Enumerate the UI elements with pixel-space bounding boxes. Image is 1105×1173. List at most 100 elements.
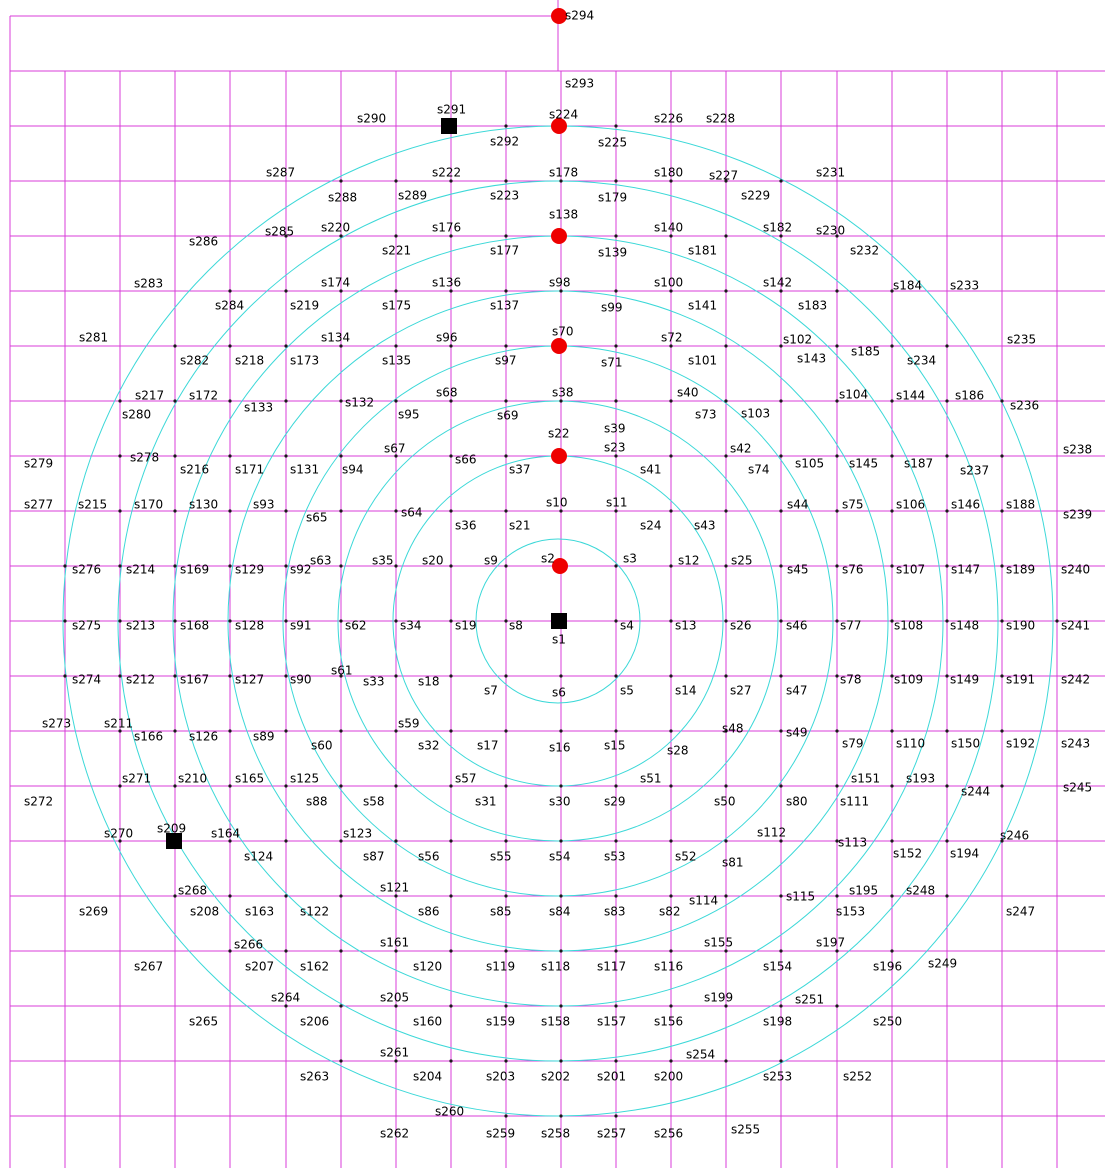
- node-label-s35: s35: [372, 554, 394, 568]
- grid-node: [724, 234, 728, 238]
- grid-node: [1000, 619, 1004, 623]
- grid-node: [614, 894, 618, 898]
- grid-node: [614, 124, 618, 128]
- node-label-s290: s290: [357, 112, 386, 126]
- node-label-s232: s232: [850, 244, 879, 258]
- node-label-s30: s30: [549, 795, 571, 809]
- grid-nodes: [63, 124, 1059, 1118]
- grid-node: [228, 564, 232, 568]
- node-label-s193: s193: [906, 772, 935, 786]
- node-label-s118: s118: [541, 960, 570, 974]
- node-label-s273: s273: [42, 717, 71, 731]
- node-label-s161: s161: [380, 936, 409, 950]
- grid-node: [835, 839, 839, 843]
- grid-node: [779, 1059, 783, 1063]
- grid-node: [118, 729, 122, 733]
- node-label-s135: s135: [382, 354, 411, 368]
- node-label-s91: s91: [290, 619, 312, 633]
- grid-node: [1000, 564, 1004, 568]
- grid-node: [890, 839, 894, 843]
- grid-node: [559, 1059, 563, 1063]
- node-label-s155: s155: [704, 936, 733, 950]
- grid-node: [559, 1114, 563, 1118]
- grid-node: [504, 1059, 508, 1063]
- node-label-s60: s60: [311, 739, 333, 753]
- grid-node: [1000, 729, 1004, 733]
- node-label-s50: s50: [714, 795, 736, 809]
- grid-node: [559, 674, 563, 678]
- node-label-s148: s148: [950, 619, 979, 633]
- node-label-s242: s242: [1061, 673, 1090, 687]
- node-label-s56: s56: [418, 850, 440, 864]
- node-label-s228: s228: [706, 112, 735, 126]
- grid-node: [284, 234, 288, 238]
- node-label-s190: s190: [1006, 619, 1035, 633]
- node-label-s184: s184: [893, 279, 922, 293]
- node-label-s32: s32: [418, 739, 440, 753]
- node-label-s157: s157: [597, 1015, 626, 1029]
- grid-node: [669, 454, 673, 458]
- grid-node: [449, 1059, 453, 1063]
- grid-node: [945, 894, 949, 898]
- red-marker-s224: [551, 118, 567, 134]
- grid-node: [835, 234, 839, 238]
- node-label-s151: s151: [851, 772, 880, 786]
- node-label-s240: s240: [1061, 563, 1090, 577]
- node-label-s166: s166: [134, 730, 163, 744]
- node-label-s64: s64: [401, 506, 423, 520]
- node-label-s275: s275: [72, 619, 101, 633]
- grid-node: [779, 784, 783, 788]
- grid-node: [614, 1114, 618, 1118]
- grid-node: [339, 619, 343, 623]
- node-label-s74: s74: [748, 463, 770, 477]
- grid-node: [835, 344, 839, 348]
- grid-node: [614, 509, 618, 513]
- node-label-s90: s90: [290, 673, 312, 687]
- grid-node: [228, 729, 232, 733]
- grid-node: [504, 784, 508, 788]
- node-label-s19: s19: [455, 619, 477, 633]
- grid-node: [504, 839, 508, 843]
- node-label-s176: s176: [432, 221, 461, 235]
- node-label-s49: s49: [786, 726, 808, 740]
- node-label-s247: s247: [1006, 905, 1035, 919]
- grid-node: [504, 949, 508, 953]
- grid-node: [945, 564, 949, 568]
- node-label-s128: s128: [235, 619, 264, 633]
- node-label-s214: s214: [126, 563, 155, 577]
- node-label-s288: s288: [328, 191, 357, 205]
- node-label-s21: s21: [509, 519, 531, 533]
- grid-node: [1000, 784, 1004, 788]
- grid-node: [835, 564, 839, 568]
- node-label-s122: s122: [300, 905, 329, 919]
- grid-node: [724, 1059, 728, 1063]
- black-marker-s209: [166, 833, 182, 849]
- node-label-s139: s139: [598, 246, 627, 260]
- grid-node: [559, 894, 563, 898]
- node-label-s235: s235: [1007, 333, 1036, 347]
- grid-node: [669, 564, 673, 568]
- node-label-s179: s179: [598, 191, 627, 205]
- grid-node: [669, 1004, 673, 1008]
- grid-node: [504, 894, 508, 898]
- node-label-s89: s89: [253, 730, 275, 744]
- node-label-s202: s202: [541, 1070, 570, 1084]
- grid-node: [394, 234, 398, 238]
- grid-node: [394, 839, 398, 843]
- node-label-s57: s57: [455, 772, 477, 786]
- grid-node: [394, 289, 398, 293]
- grid-node: [669, 1059, 673, 1063]
- node-label-s188: s188: [1006, 498, 1035, 512]
- node-label-s31: s31: [475, 795, 497, 809]
- grid-node: [614, 399, 618, 403]
- node-label-s15: s15: [604, 739, 626, 753]
- node-label-s82: s82: [659, 905, 681, 919]
- node-label-s266: s266: [234, 938, 263, 952]
- node-label-s77: s77: [840, 619, 862, 633]
- red-marker-s138: [551, 228, 567, 244]
- node-label-s239: s239: [1063, 508, 1092, 522]
- grid-node: [835, 454, 839, 458]
- node-label-s109: s109: [894, 673, 923, 687]
- grid-node: [945, 839, 949, 843]
- grid-node: [614, 234, 618, 238]
